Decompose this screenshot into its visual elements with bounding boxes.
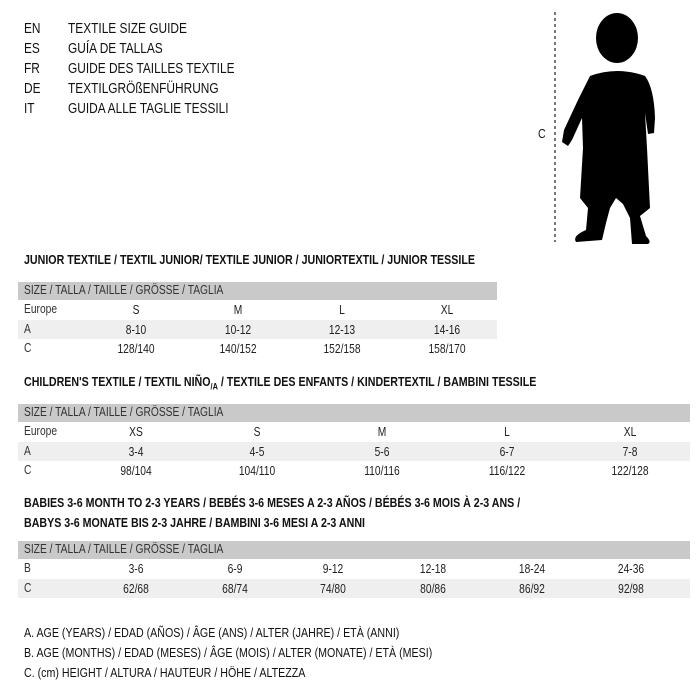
table-cell: 62/68 xyxy=(123,581,149,596)
row-label: A xyxy=(24,443,31,458)
row-label: Europe xyxy=(24,302,58,316)
table-cell: 8-10 xyxy=(125,322,147,337)
table-cell: 140/152 xyxy=(219,342,257,356)
legend-item: B. AGE (MONTHS) / EDAD (MESES) / ÂGE (MO… xyxy=(24,645,433,660)
row-stripe xyxy=(18,578,690,598)
row-label: C xyxy=(24,580,32,595)
table-cell: M xyxy=(377,425,387,439)
babies-title-line2: BABYS 3-6 MONATE BIS 2-3 JAHRE / BAMBINI… xyxy=(24,515,365,530)
table-cell: 74/80 xyxy=(320,581,346,596)
row-label: A xyxy=(24,321,31,336)
language-title: GUIDE DES TAILLES TEXTILE xyxy=(68,61,235,77)
table-cell: 3-4 xyxy=(128,444,144,459)
table-cell: 9-12 xyxy=(322,562,344,576)
table-cell: 86/92 xyxy=(519,581,545,596)
table-header-bar xyxy=(18,282,497,300)
row-stripe xyxy=(18,441,690,461)
table-cell: XS xyxy=(129,425,143,439)
row-label: B xyxy=(24,561,31,575)
table-cell: 158/170 xyxy=(428,342,466,356)
legend-item: C. (cm) HEIGHT / ALTURA / HAUTEUR / HÖHE… xyxy=(24,665,306,680)
table-cell: 116/122 xyxy=(488,464,526,478)
language-title: GUÍA DE TALLAS xyxy=(68,41,163,57)
table-cell: 12-18 xyxy=(419,562,447,576)
table-header-bar xyxy=(18,404,690,422)
table-cell: 14-16 xyxy=(433,322,461,337)
height-label: C xyxy=(538,126,546,141)
table-cell: 104/110 xyxy=(238,464,276,478)
table-cell: 12-13 xyxy=(328,322,356,337)
table-cell: 6-9 xyxy=(227,562,243,576)
children-title: CHILDREN'S TEXTILE / TEXTIL NIÑO/A / TEX… xyxy=(24,374,537,392)
child-silhouette-icon xyxy=(554,12,655,244)
legend-item: A. AGE (YEARS) / EDAD (AÑOS) / ÂGE (ANS)… xyxy=(24,625,400,640)
table-cell: 10-12 xyxy=(224,322,252,337)
table-cell: 24-36 xyxy=(617,562,645,576)
row-label: C xyxy=(24,463,32,477)
size-header: SIZE / TALLA / TAILLE / GRÖSSE / TAGLIA xyxy=(24,405,224,419)
table-cell: 110/116 xyxy=(364,464,400,478)
table-cell: 92/98 xyxy=(618,581,644,596)
language-code: DE xyxy=(24,81,41,97)
table-cell: 122/128 xyxy=(611,464,649,478)
table-cell: 68/74 xyxy=(222,581,248,596)
table-cell: 6-7 xyxy=(499,444,515,459)
table-cell: 152/158 xyxy=(323,342,361,356)
language-code: ES xyxy=(24,41,40,57)
table-cell: 80/86 xyxy=(420,581,446,596)
junior-title: JUNIOR TEXTILE / TEXTIL JUNIOR/ TEXTILE … xyxy=(24,252,475,267)
table-cell: M xyxy=(233,303,243,317)
row-label: Europe xyxy=(24,424,58,438)
table-cell: 98/104 xyxy=(120,464,152,478)
language-code: EN xyxy=(24,21,41,37)
table-cell: 5-6 xyxy=(374,444,390,459)
language-title: TEXTILE SIZE GUIDE xyxy=(68,21,187,37)
size-header: SIZE / TALLA / TAILLE / GRÖSSE / TAGLIA xyxy=(24,542,224,556)
table-cell: 18-24 xyxy=(518,562,546,576)
table-cell: XL xyxy=(623,425,637,439)
table-cell: 7-8 xyxy=(622,444,638,459)
row-stripe xyxy=(18,319,497,339)
table-cell: 128/140 xyxy=(117,342,155,356)
table-cell: S xyxy=(253,425,261,439)
language-title: GUIDA ALLE TAGLIE TESSILI xyxy=(68,101,229,117)
language-code: FR xyxy=(24,61,40,77)
language-code: IT xyxy=(24,101,35,117)
language-title: TEXTILGRÖßENFÜHRUNG xyxy=(68,81,219,97)
table-header-bar xyxy=(18,541,690,559)
table-cell: S xyxy=(132,303,140,317)
size-header: SIZE / TALLA / TAILLE / GRÖSSE / TAGLIA xyxy=(24,283,224,297)
table-cell: L xyxy=(339,303,345,317)
table-cell: L xyxy=(504,425,510,439)
row-label: C xyxy=(24,341,32,355)
babies-title-line1: BABIES 3-6 MONTH TO 2-3 YEARS / BEBÉS 3-… xyxy=(24,495,521,510)
table-cell: 4-5 xyxy=(249,444,265,459)
table-cell: 3-6 xyxy=(128,562,144,576)
table-cell: XL xyxy=(440,303,454,317)
